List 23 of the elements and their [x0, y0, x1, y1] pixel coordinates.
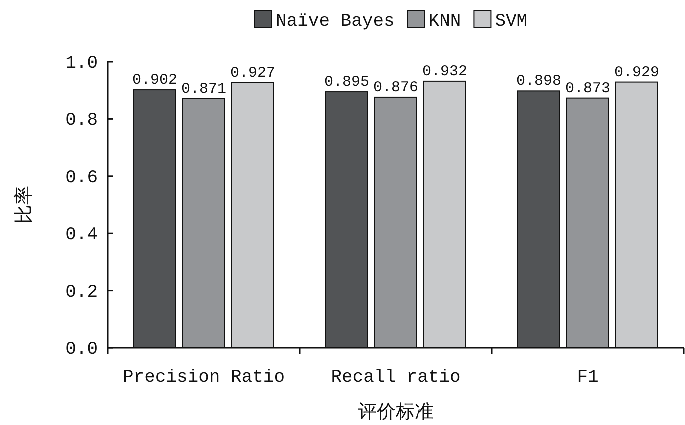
data-label: 0.932 — [422, 63, 468, 80]
legend-label: Naïve Bayes — [276, 12, 395, 32]
data-label: 0.876 — [373, 79, 419, 96]
y-tick-label: 0.4 — [66, 226, 98, 246]
x-axis-title: 评价标准 — [358, 402, 434, 424]
y-tick-label: 1.0 — [66, 54, 98, 74]
legend-label: KNN — [428, 12, 462, 32]
y-tick-label: 0.0 — [66, 340, 98, 360]
x-tick-label: Recall ratio — [331, 368, 461, 388]
x-tick-label: Precision Ratio — [122, 368, 286, 388]
data-label: 0.929 — [614, 64, 660, 82]
data-label: 0.871 — [181, 80, 227, 98]
y-tick-label: 0.6 — [66, 168, 98, 188]
y-tick-label: 0.2 — [66, 282, 98, 303]
y-axis-title: 比率 — [13, 186, 36, 224]
legend-label: SVM — [495, 12, 528, 32]
data-label: 0.898 — [516, 73, 562, 90]
data-label: 0.902 — [132, 72, 178, 90]
y-tick-label: 0.8 — [66, 111, 98, 132]
x-tick-label: F1 — [577, 368, 599, 388]
data-label: 0.873 — [565, 80, 611, 98]
data-label: 0.895 — [324, 74, 370, 92]
data-label: 0.927 — [230, 64, 276, 82]
